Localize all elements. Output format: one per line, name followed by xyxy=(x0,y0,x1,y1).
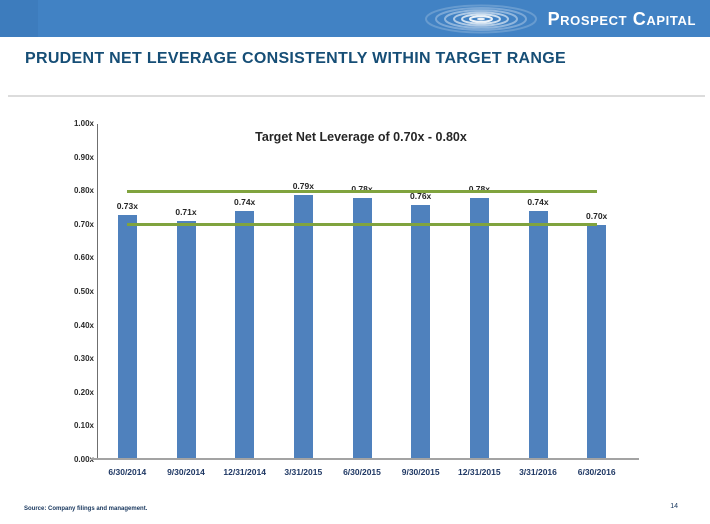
bar-value-label: 0.74x xyxy=(234,197,256,208)
bar-3/31/2016 xyxy=(528,211,548,458)
bar-value-label: 0.71x xyxy=(175,207,197,218)
y-tick-label: 0.30x xyxy=(73,354,94,364)
x-tick-label: 6/30/2014 xyxy=(108,467,147,477)
y-tick-label: 0.60x xyxy=(73,253,94,263)
brand-name: Prospect Capital xyxy=(547,8,696,29)
source-note: Source: Company filings and management. xyxy=(24,506,148,512)
chart-title: Target Net Leverage of 0.70x - 0.80x xyxy=(255,130,467,144)
x-tick-label: 6/30/2016 xyxy=(577,467,616,477)
y-axis: 0.00x 0.10x 0.20x 0.30x 0.40x 0.50x 0.60x 0.70x… xyxy=(46,119,94,464)
y-tick-label: 0.70x xyxy=(73,219,94,229)
chart-panel: Target Net Leverage of 0.70x - 0.80x 0.0… xyxy=(8,95,705,497)
x-tick-label: 9/30/2014 xyxy=(167,467,205,477)
y-tick-label: 0.50x xyxy=(73,287,94,296)
bar-value-label: 0.78x xyxy=(440,184,519,194)
page-title: PRUDENT NET LEVERAGE CONSISTENTLY WITHIN… xyxy=(25,50,566,67)
header-bar: Prospect Capital xyxy=(0,0,710,37)
bar-3/31/2015 xyxy=(293,194,313,458)
ripple-logo-icon xyxy=(420,2,542,36)
bar-9/30/2014 xyxy=(176,221,196,458)
page-number: 14 xyxy=(670,503,678,510)
y-tick-label: 0.90x xyxy=(73,152,94,162)
x-tick-label: 6/30/2015 xyxy=(343,467,381,477)
target-line-0.70x xyxy=(127,223,597,227)
bar-6/30/2014 xyxy=(117,214,137,458)
bar-6/30/2016 xyxy=(587,224,607,458)
bar-value-label: 0.74x xyxy=(527,197,549,208)
x-tick-label: 12/31/2015 xyxy=(458,467,501,477)
x-tick-label: 9/30/2015 xyxy=(401,467,440,477)
y-tick-label: 0.40x xyxy=(73,320,94,330)
bar-9/30/2015 xyxy=(411,204,431,458)
bar-12/31/2014 xyxy=(235,211,255,458)
bar-value-label: 0.78x xyxy=(323,184,402,194)
y-tick-label: 0.00x xyxy=(73,455,94,464)
bar-6/30/2015 xyxy=(352,197,372,458)
x-axis-line xyxy=(91,458,639,460)
x-tick-label: 3/31/2016 xyxy=(519,467,557,477)
bar-12/31/2015 xyxy=(469,197,489,458)
x-tick-label: 3/31/2015 xyxy=(284,467,323,477)
bar-value-label: 0.73x xyxy=(116,200,138,211)
bar-value-label: 0.76x xyxy=(410,190,432,201)
bar-value-label: 0.70x xyxy=(586,210,608,221)
y-tick-label: 0.10x xyxy=(73,421,94,431)
y-tick-label: 1.00x xyxy=(73,119,94,128)
x-tick-label: 12/31/2014 xyxy=(223,467,266,477)
y-tick-label: 0.80x xyxy=(73,186,94,196)
target-line-0.80x xyxy=(127,189,597,193)
y-tick-label: 0.20x xyxy=(73,387,94,397)
header-corner-accent xyxy=(0,0,38,37)
bar-value-label: 0.79x xyxy=(292,180,314,191)
plot-area: 0.73x 6/30/2014 0.71x 9/30/2014 0.74x 12/31/2… xyxy=(91,124,639,477)
